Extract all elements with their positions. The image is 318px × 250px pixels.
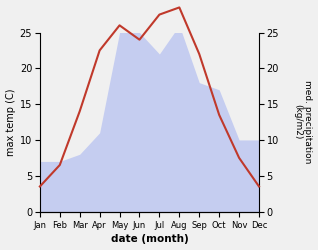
Y-axis label: med. precipitation
(kg/m2): med. precipitation (kg/m2)	[293, 80, 313, 164]
X-axis label: date (month): date (month)	[111, 234, 188, 244]
Y-axis label: max temp (C): max temp (C)	[5, 88, 16, 156]
